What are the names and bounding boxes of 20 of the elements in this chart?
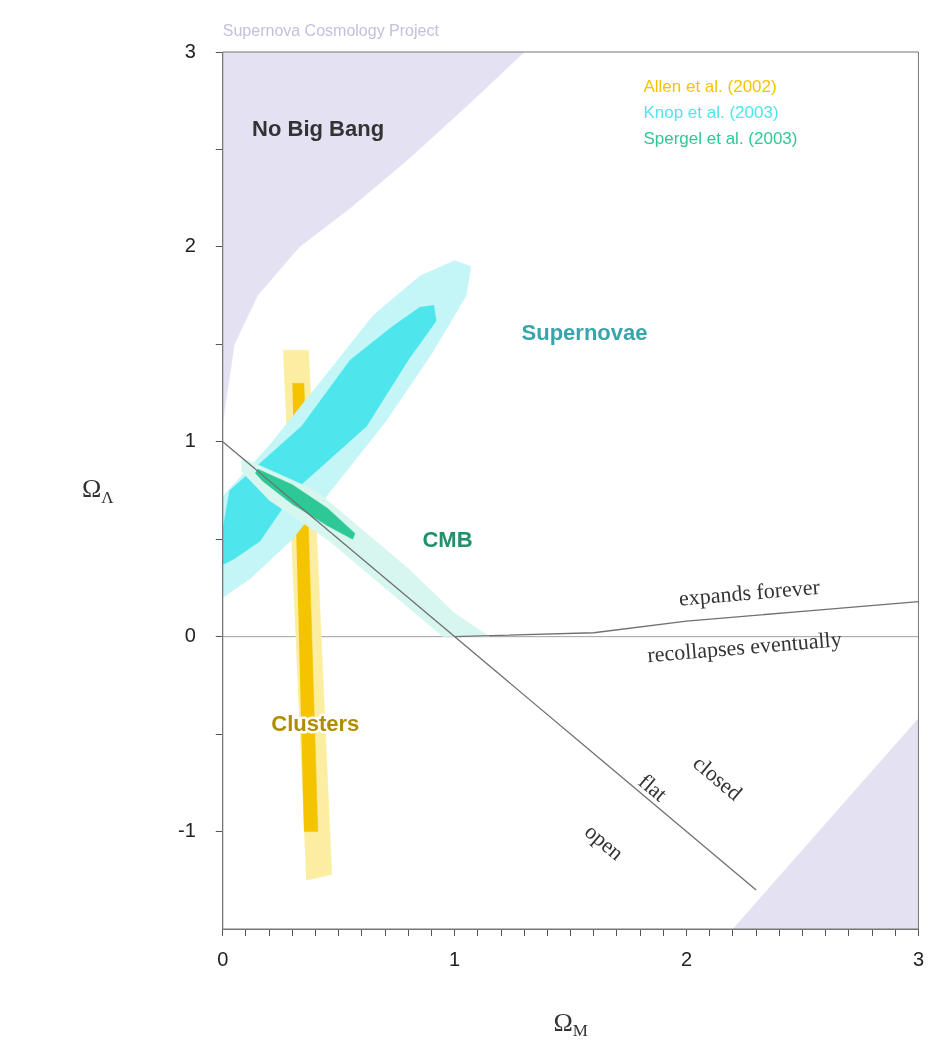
annotation: CMB: [422, 527, 473, 553]
y-tick-label: -1: [177, 819, 196, 842]
text: Spergel et al. (2003): [643, 128, 798, 148]
annotation: expands forever: [677, 573, 822, 611]
text: Allen et al. (2002): [643, 76, 777, 96]
y-tick-label: 1: [184, 429, 196, 452]
x-tick-label: 0: [217, 947, 229, 970]
x-tick-label: 1: [449, 947, 461, 970]
annotation: open: [580, 818, 629, 866]
x-tick-label: 3: [912, 947, 924, 970]
y-tick-label: 0: [184, 624, 196, 647]
chart-title: Supernova Cosmology Project: [222, 22, 440, 40]
x-tick-label: 2: [680, 947, 693, 970]
y-tick-label: 2: [184, 234, 196, 257]
y-tick-label: 3: [184, 39, 196, 62]
annotation: Supernovae: [521, 320, 648, 346]
text: Knop et al. (2003): [643, 102, 779, 122]
annotation: flat: [633, 768, 673, 807]
annotation: No Big Bang: [252, 116, 385, 142]
annotation: recollapses eventually: [646, 626, 843, 668]
